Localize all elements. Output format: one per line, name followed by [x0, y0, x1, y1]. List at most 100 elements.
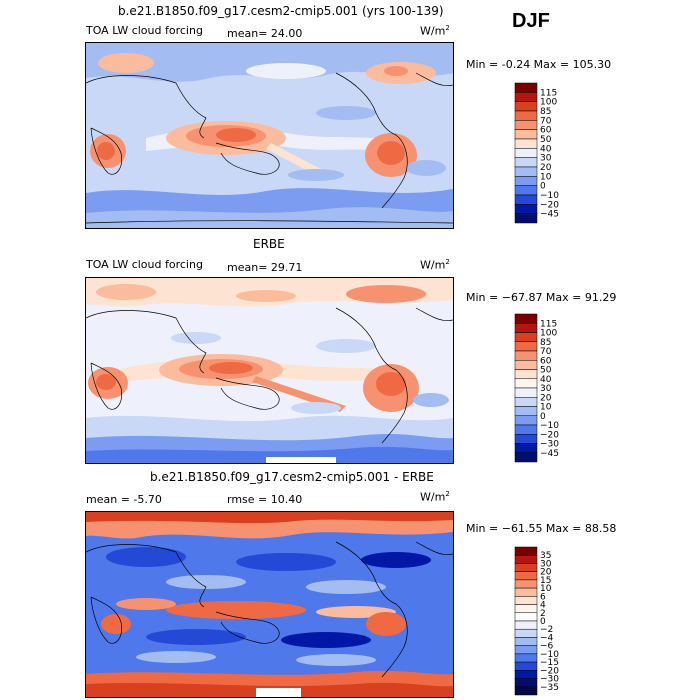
colorbar-tick-label: −2 — [540, 625, 553, 635]
colorbar-tick-label: −35 — [540, 683, 559, 693]
colorbar-box — [514, 628, 538, 638]
panel1-title: b.e21.B1850.f09_g17.cesm2-cmip5.001 (yrs… — [118, 4, 444, 18]
colorbar-tick-label: 0 — [540, 182, 546, 192]
colorbar-tick-label: −20 — [540, 200, 559, 210]
colorbar-tick-label: −30 — [540, 440, 559, 450]
colorbar-box — [514, 129, 538, 140]
panel3-rmse: rmse = 10.40 — [227, 493, 303, 506]
colorbar-box — [514, 620, 538, 630]
colorbar-box — [514, 554, 538, 564]
colorbar-tick-label: 2 — [540, 609, 546, 619]
panel2-variable-label: TOA LW cloud forcing — [86, 258, 203, 271]
season-label: DJF — [512, 10, 550, 32]
panel3-map — [85, 511, 454, 698]
colorbar-tick-label: 85 — [540, 107, 551, 117]
panel1-colorbar: 115 100 85 70 60 50 40 30 20 10 0 −10 −20 −45 — [514, 82, 595, 224]
colorbar-box — [514, 157, 538, 168]
colorbar-box — [514, 563, 538, 572]
colorbar-box — [514, 101, 538, 112]
colorbar-box — [514, 678, 538, 688]
colorbar-box — [514, 176, 538, 186]
colorbar-box — [514, 686, 538, 696]
colorbar-tick-label: −10 — [540, 650, 559, 660]
colorbar-box — [514, 323, 538, 333]
colorbar-box — [514, 166, 538, 177]
colorbar-box — [514, 341, 538, 352]
colorbar-tick-label: −45 — [540, 449, 559, 459]
colorbar-box — [514, 661, 538, 671]
panel2-title: ERBE — [253, 237, 285, 251]
colorbar-tick-label: −20 — [540, 666, 559, 676]
colorbar-tick-label: 10 — [540, 584, 552, 594]
colorbar-tick-label: −10 — [540, 191, 559, 201]
colorbar-box — [514, 434, 538, 444]
colorbar-tick-label: −20 — [540, 430, 559, 440]
colorbar-tick-label: 40 — [540, 375, 552, 385]
colorbar-box — [514, 213, 538, 224]
colorbar-box — [514, 415, 538, 426]
colorbar-box — [514, 369, 538, 379]
colorbar-box — [514, 452, 538, 463]
colorbar-box — [514, 443, 538, 453]
colorbar-tick-label: 30 — [540, 154, 552, 164]
colorbar-tick-label: 60 — [540, 356, 552, 366]
colorbar-tick-label: 100 — [540, 98, 557, 108]
colorbar-tick-label: −45 — [540, 210, 559, 220]
colorbar-tick-label: 60 — [540, 126, 552, 136]
colorbar-tick-label: 30 — [540, 559, 552, 569]
colorbar-tick-label: 4 — [540, 601, 546, 611]
panel3-title: b.e21.B1850.f09_g17.cesm2-cmip5.001 - ER… — [150, 470, 434, 484]
colorbar-box — [514, 546, 538, 556]
panel3-min-max: Min = −61.55 Max = 88.58 — [466, 522, 617, 535]
colorbar-tick-label: 20 — [540, 393, 552, 403]
colorbar-tick-label: 0 — [540, 412, 546, 422]
colorbar-box — [514, 579, 538, 589]
colorbar-tick-label: 35 — [540, 551, 551, 561]
colorbar-tick-label: 100 — [540, 329, 557, 339]
colorbar-box — [514, 653, 538, 663]
colorbar-box — [514, 596, 538, 605]
colorbar-box — [514, 571, 538, 581]
panel1-min-max: Min = -0.24 Max = 105.30 — [466, 58, 612, 71]
colorbar-box — [514, 587, 538, 597]
colorbar-box — [514, 637, 538, 646]
colorbar-tick-label: −6 — [540, 642, 554, 652]
colorbar-box — [514, 424, 538, 435]
panel3-mean: mean = -5.70 — [86, 493, 162, 506]
colorbar-tick-label: 50 — [540, 366, 552, 376]
colorbar-box — [514, 138, 538, 149]
colorbar-tick-label: 40 — [540, 144, 552, 154]
colorbar-tick-label: 30 — [540, 384, 552, 394]
colorbar-box — [514, 406, 538, 416]
colorbar-tick-label: 20 — [540, 163, 552, 173]
colorbar-box — [514, 194, 538, 205]
panel1-units: W/m2 — [420, 24, 450, 38]
colorbar-box — [514, 313, 538, 324]
colorbar-box — [514, 82, 538, 93]
colorbar-box — [514, 148, 538, 158]
colorbar-box — [514, 204, 538, 214]
panel3-units: W/m2 — [420, 490, 450, 504]
colorbar-box — [514, 378, 538, 389]
colorbar-tick-label: −10 — [540, 421, 559, 431]
colorbar-tick-label: 85 — [540, 338, 551, 348]
colorbar-box — [514, 110, 538, 121]
panel2-min-max: Min = −67.87 Max = 91.29 — [466, 291, 617, 304]
panel2-map — [85, 277, 454, 464]
colorbar-box — [514, 360, 538, 370]
colorbar-box — [514, 92, 538, 102]
colorbar-tick-label: 10 — [540, 403, 552, 413]
colorbar-tick-label: 70 — [540, 347, 552, 357]
panel2-colorbar: 115 100 85 70 60 50 40 30 20 10 0 −10 −20 −30 −45 — [514, 313, 595, 464]
colorbar-tick-label: −15 — [540, 658, 559, 668]
panel1-map — [85, 42, 454, 229]
colorbar-box — [514, 670, 538, 679]
colorbar-tick-label: 15 — [540, 576, 551, 586]
panel2-mean: mean= 29.71 — [227, 261, 303, 274]
colorbar-box — [514, 120, 538, 130]
colorbar-box — [514, 604, 538, 614]
colorbar-tick-label: 70 — [540, 116, 552, 126]
panel1-variable-label: TOA LW cloud forcing — [86, 24, 203, 37]
panel2-units: W/m2 — [420, 258, 450, 272]
panel3-colorbar: 35 30 20 15 10 6 4 2 0 −2 −4 −6 −10 −15 −20 −30 −35 — [514, 546, 595, 697]
